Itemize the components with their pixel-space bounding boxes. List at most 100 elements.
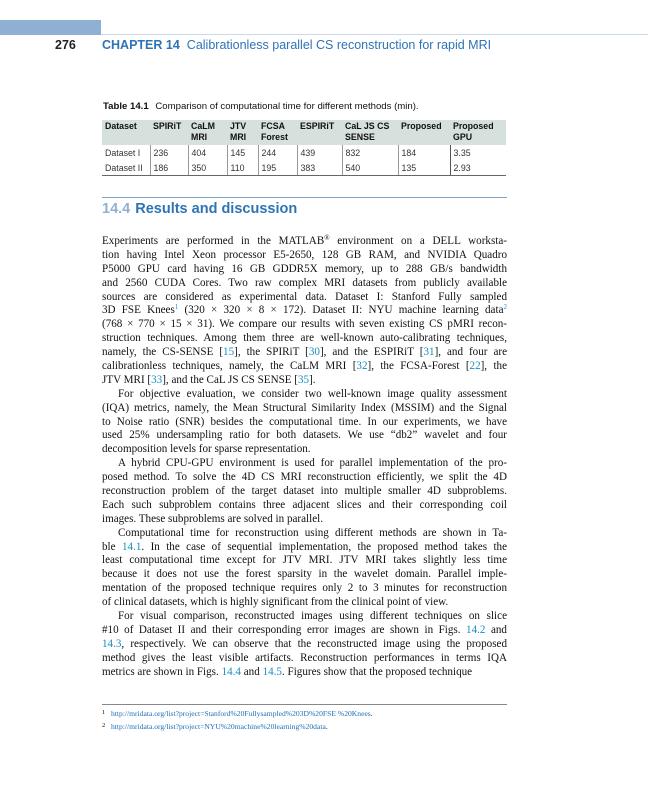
text-line: metrics are shown in Figs. 14.4 and 14.5…	[102, 666, 507, 680]
text: mentation of the proposed technique requ…	[102, 582, 507, 595]
text: method gives the least visible artifacts…	[102, 651, 507, 664]
reference-link[interactable]: 22	[469, 360, 481, 373]
column-header-text: CaLM	[191, 121, 215, 131]
text: environment on a DELL worksta-	[329, 235, 507, 247]
text-line: 14.3, respectively. We can observe that …	[102, 638, 507, 652]
text: and 2560 CUDA Cores. Two raw complex MRI…	[102, 276, 507, 289]
reference-link[interactable]: 14.5	[262, 665, 282, 678]
text-line: and 2560 CUDA Cores. Two raw complex MRI…	[102, 277, 507, 291]
footnote-url[interactable]: http://mridata.org/list?project=Stanford…	[111, 709, 371, 718]
reference-link[interactable]: 14.1	[121, 540, 142, 553]
table-cell: 439	[296, 145, 342, 160]
text-line: #10 of Dataset II and their correspondin…	[102, 624, 507, 638]
chapter-title: Calibrationless parallel CS reconstructi…	[186, 38, 492, 52]
text: 3D FSE Knees	[102, 304, 175, 317]
table-caption-text: Comparison of computational time for dif…	[155, 101, 419, 112]
table-caption: Table 14.1 Comparison of computational t…	[103, 101, 419, 112]
column-header-text: Proposed	[453, 121, 494, 131]
footnote-number: 1	[102, 709, 106, 716]
text: . Figures show that the proposed techniq…	[281, 665, 473, 678]
column-header-text: ESPIRiT	[300, 121, 335, 131]
column-header: SPIRiT	[150, 120, 188, 145]
text: ble	[102, 540, 122, 553]
table-cell: 184	[397, 145, 450, 160]
text-line: decomposition levels for sparse represen…	[102, 443, 507, 457]
text: ], and the ESPIRiT [	[319, 346, 424, 359]
column-header-text: MRI	[230, 132, 247, 142]
text: decomposition levels for sparse represen…	[102, 443, 311, 456]
table-cell: 145	[226, 145, 258, 160]
text-line: Experiments are performed in the MATLAB®…	[102, 235, 507, 249]
reference-link[interactable]: 30	[308, 346, 320, 359]
column-header: CaL JS CS SENSE	[342, 120, 398, 145]
column-header: CaLM MRI	[188, 120, 227, 145]
text: metrics are shown in Figs.	[102, 665, 222, 678]
reference-link[interactable]: 14.4	[221, 665, 241, 678]
table-cell: 186	[149, 160, 188, 176]
table-row: Dataset I 236 404 145 244 439 832 184 3.35	[102, 145, 506, 160]
text: Computational time for reconstruction us…	[118, 526, 507, 539]
footnote-url[interactable]: http://mridata.org/list?project=NYU%20ma…	[111, 722, 326, 731]
reference-link[interactable]: 14.3	[102, 637, 122, 650]
text-line: Computational time for reconstruction us…	[102, 527, 507, 541]
footnote-number: 2	[102, 722, 106, 729]
table-cell: 195	[257, 160, 297, 176]
text-line: because it does not use the forest spars…	[102, 568, 507, 582]
table-cell: Dataset II	[102, 160, 150, 176]
column-header-text: SPIRiT	[153, 121, 182, 131]
text-line: method gives the least visible artifacts…	[102, 652, 507, 666]
reference-link[interactable]: 15	[223, 346, 235, 359]
text: For visual comparison, reconstructed ima…	[118, 610, 507, 623]
footnote-marker[interactable]: 2	[503, 303, 508, 312]
text: (768 × 770 × 15 × 31). We compare our re…	[102, 318, 507, 331]
reference-link[interactable]: 14.2	[466, 623, 486, 636]
footnote: 2 http://mridata.org/list?project=NYU%20m…	[102, 722, 328, 731]
reference-link[interactable]: 35	[298, 373, 310, 386]
text-line: For visual comparison, reconstructed ima…	[102, 610, 507, 624]
text: Experiments are performed in the MATLAB	[102, 235, 325, 247]
column-header-text: Dataset	[105, 121, 137, 131]
reference-link[interactable]: 31	[423, 346, 435, 359]
text: and	[485, 623, 507, 636]
table-cell: 832	[341, 145, 398, 160]
column-header: Proposed GPU	[450, 120, 506, 145]
column-header: ESPIRiT	[297, 120, 342, 145]
text-line: used 25% undersampling ratio for both da…	[102, 429, 507, 443]
text-line: namely, the CS-SENSE [15], the SPIRiT [3…	[102, 346, 507, 360]
text-line: tion having Intel Xeon processor E5-2650…	[102, 249, 507, 263]
section-heading: 14.4 Results and discussion	[102, 201, 297, 217]
text: and	[240, 665, 263, 678]
text: For objective evaluation, we consider tw…	[118, 387, 507, 400]
registered-mark: ®	[324, 234, 330, 242]
text: A hybrid CPU-GPU environment is used for…	[118, 457, 507, 470]
reference-link[interactable]: 32	[356, 360, 368, 373]
text-line: posed method. To solve the 4D CS MRI rec…	[102, 471, 507, 485]
text: ], and the CaL JS CS SENSE [	[162, 373, 298, 386]
text: (320 × 320 × 8 × 172). Dataset II: NYU m…	[178, 304, 504, 317]
table-cell: 404	[187, 145, 227, 160]
text: used 25% undersampling ratio for both da…	[102, 429, 507, 442]
text: calibrationless techniques, namely, the …	[102, 360, 357, 373]
text: struction techniques. Among them three a…	[102, 332, 507, 345]
text-line: struction techniques. Among them three a…	[102, 332, 507, 346]
text-line: sources are considered as experimental d…	[102, 291, 507, 305]
running-header: 276 CHAPTER 14 Calibrationless parallel CS…	[55, 38, 491, 52]
column-header: Dataset	[102, 120, 150, 145]
table-cell: 244	[257, 145, 297, 160]
text-line: (768 × 770 × 15 × 31). We compare our re…	[102, 318, 507, 332]
text-line: reconstruction problem of the target dat…	[102, 485, 507, 499]
text-line: calibrationless techniques, namely, the …	[102, 360, 507, 374]
text-line: mentation of the proposed technique requ…	[102, 582, 507, 596]
footnote-marker[interactable]: 1	[174, 303, 179, 312]
column-header-text: Forest	[261, 132, 288, 142]
table-cell: 350	[187, 160, 227, 176]
text: ].	[309, 373, 316, 386]
text-line: (IQA) metrics, namely, the Mean Structur…	[102, 402, 507, 416]
reference-link[interactable]: 33	[151, 373, 163, 386]
footnote-rule	[102, 704, 507, 705]
footnote-trail: .	[370, 709, 373, 718]
text: sources are considered as experimental d…	[102, 290, 507, 303]
text-line: ble 14.1. In the case of sequential impl…	[102, 541, 507, 555]
text: ], and four are	[434, 346, 507, 359]
text: ], the SPIRiT [	[234, 346, 309, 359]
